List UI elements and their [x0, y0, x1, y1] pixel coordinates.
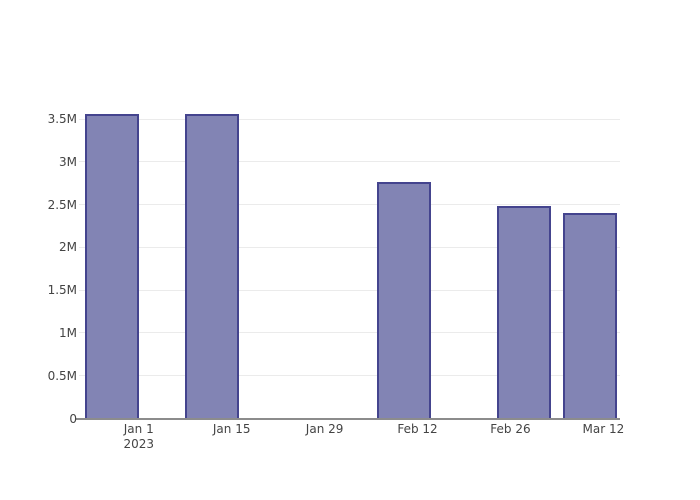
x-tick-label-line: Feb 12	[397, 422, 438, 436]
gridline	[79, 246, 620, 248]
y-tick-label: 0	[69, 411, 77, 426]
x-tick-label-line: 2023	[123, 437, 154, 451]
gridline	[79, 289, 620, 291]
x-tick-label-line: Jan 15	[212, 422, 251, 436]
bar[interactable]	[85, 114, 140, 418]
bar[interactable]	[377, 182, 432, 418]
x-tick-label-line: Mar 12	[582, 422, 625, 436]
x-tick-label: Feb 26	[465, 422, 555, 437]
gridline	[79, 204, 620, 206]
y-tick-label: 3M	[59, 154, 77, 169]
x-tick-label: Jan 29	[280, 422, 370, 437]
gridline	[79, 161, 620, 163]
y-tick-label: 2M	[59, 240, 77, 255]
x-tick-label: Feb 12	[373, 422, 463, 437]
y-tick-label: 1M	[59, 325, 77, 340]
bar[interactable]	[184, 114, 239, 418]
x-tick-label-line: Jan 29	[305, 422, 344, 436]
gridline	[79, 375, 620, 377]
x-tick-label: Jan 15	[187, 422, 277, 437]
x-tick-label: Mar 12	[558, 422, 648, 437]
gridline	[79, 118, 620, 120]
x-tick-label-line: Jan 1	[123, 422, 154, 436]
bar[interactable]	[496, 205, 551, 418]
y-tick-label: 0.5M	[47, 368, 77, 383]
y-tick-label: 1.5M	[47, 283, 77, 298]
x-axis-line	[76, 418, 620, 420]
bar[interactable]	[563, 213, 618, 418]
x-tick-label: Jan 1 2023	[94, 422, 184, 452]
x-tick-label-line: Feb 26	[490, 422, 531, 436]
gridline	[79, 332, 620, 334]
y-tick-label: 2.5M	[47, 197, 77, 212]
y-tick-label: 3.5M	[47, 112, 77, 127]
